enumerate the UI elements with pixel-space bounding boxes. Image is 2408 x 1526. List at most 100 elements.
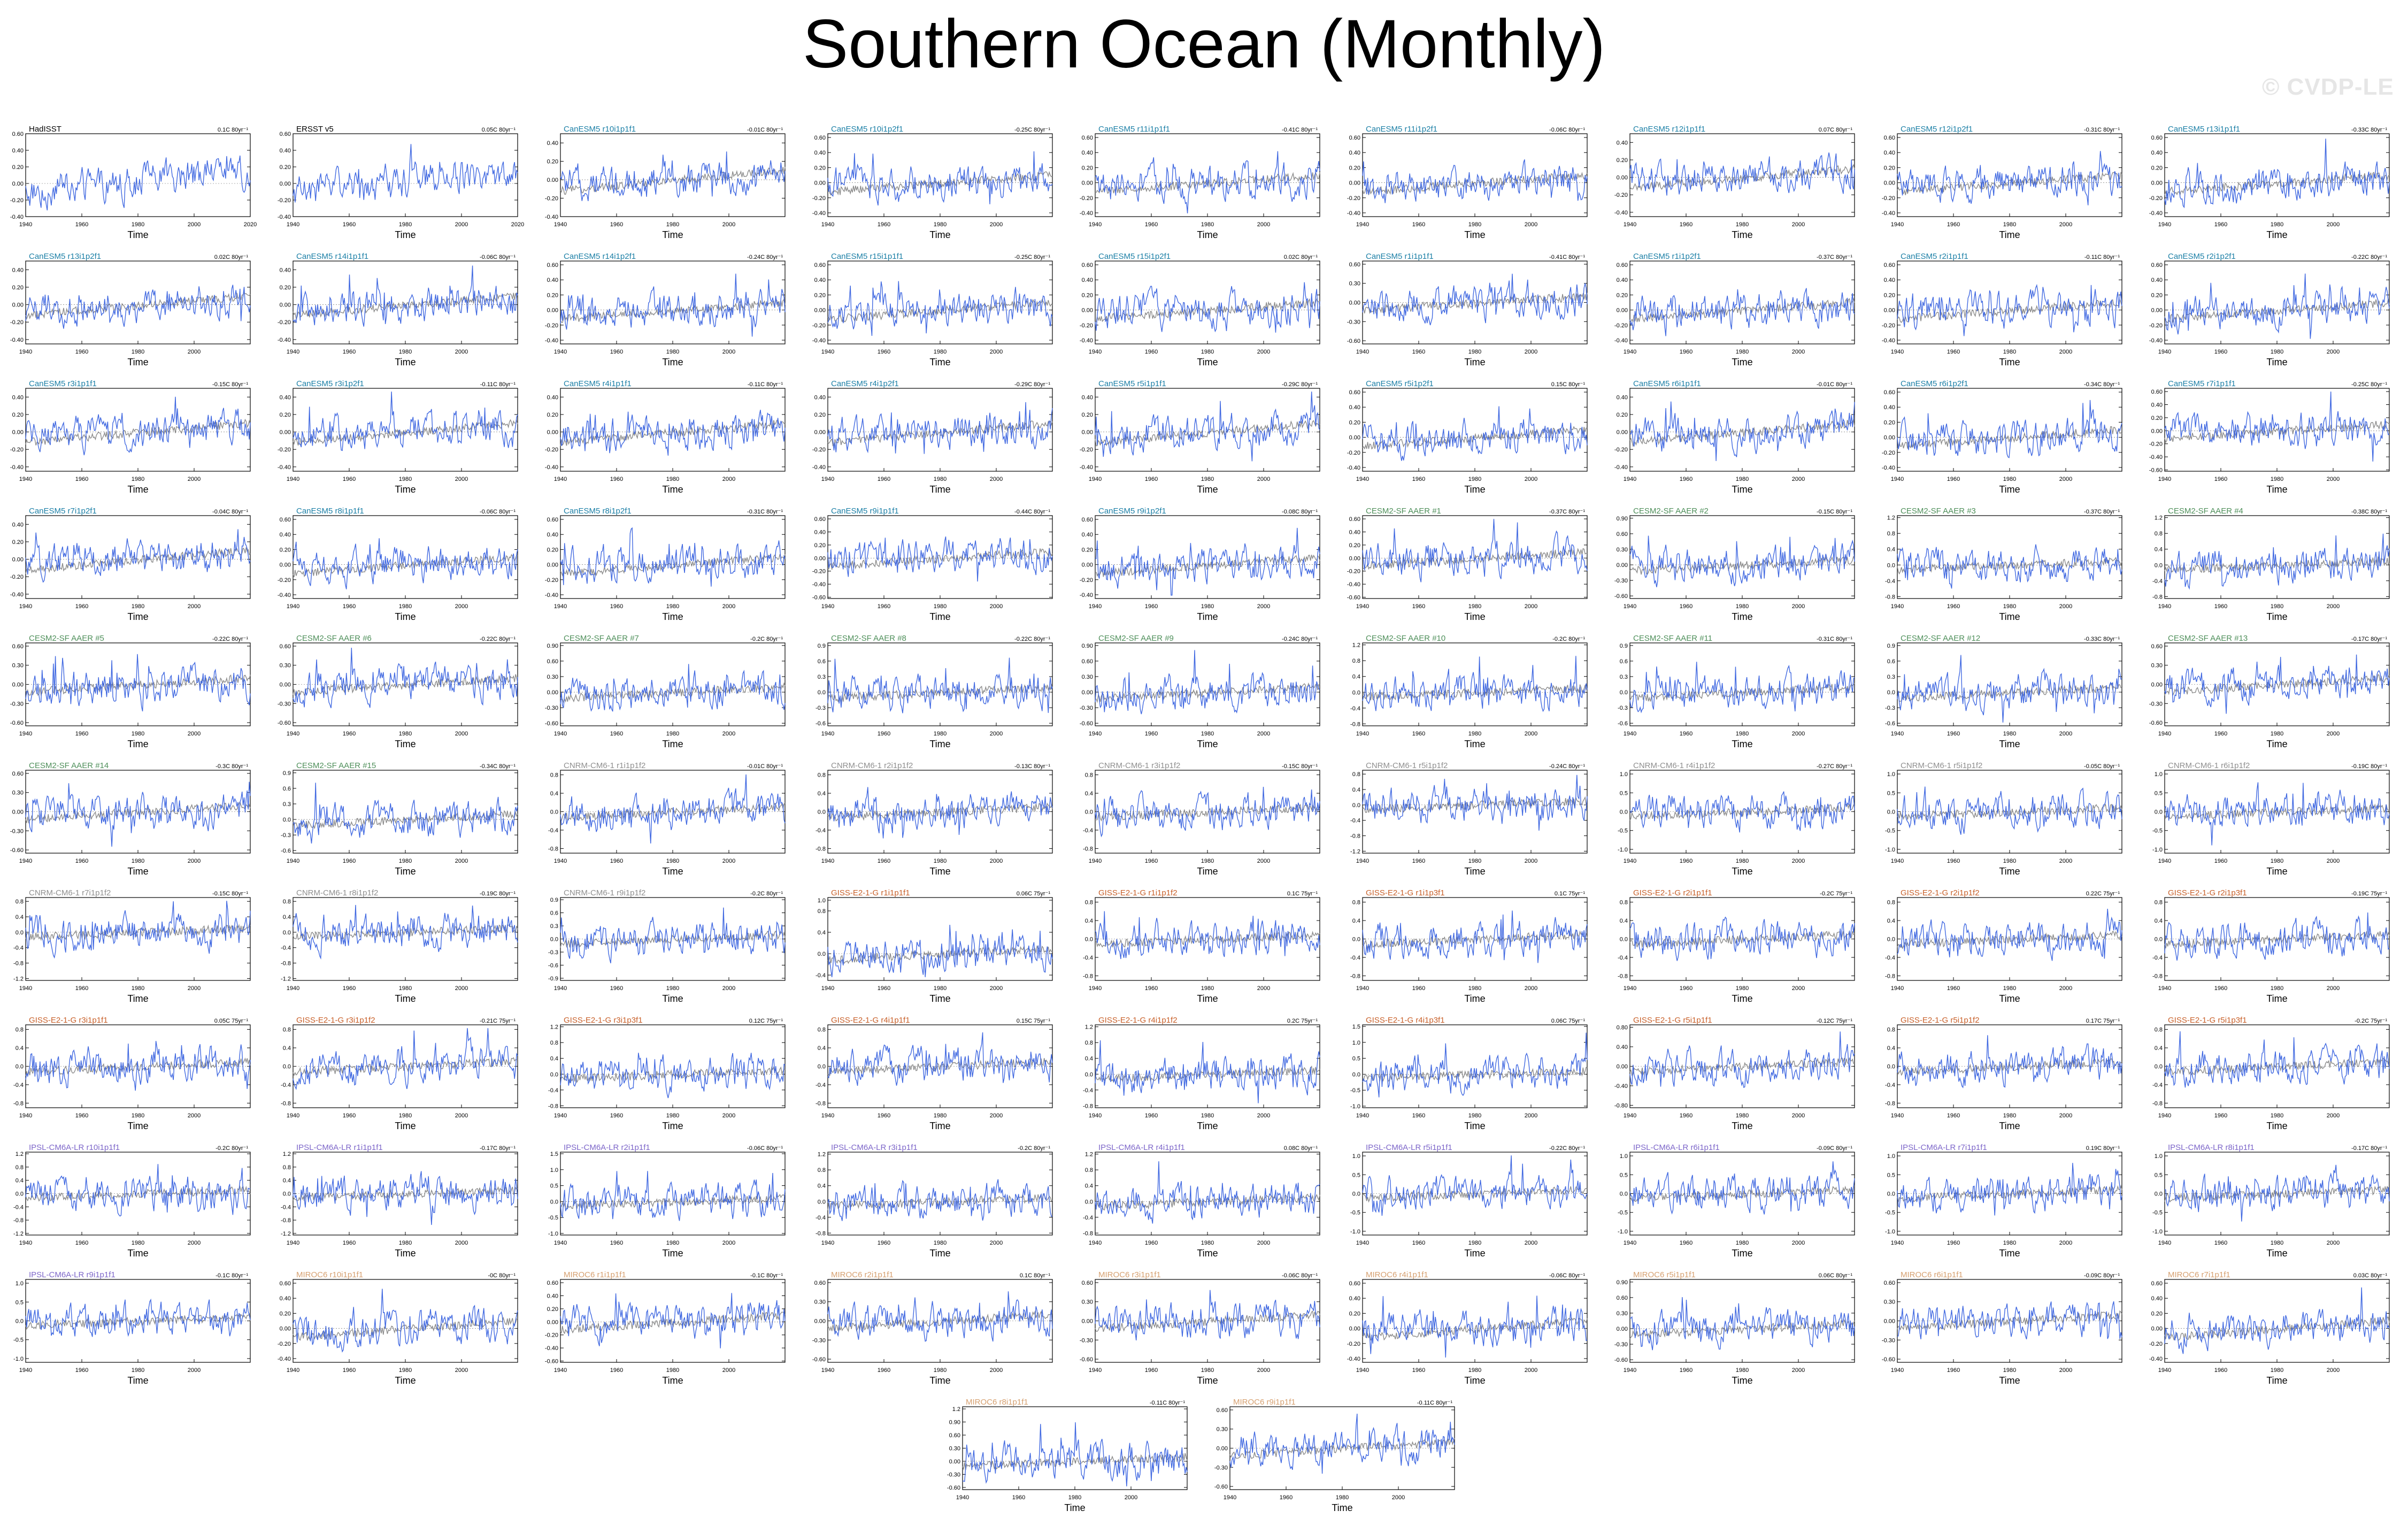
panel-trend: -0.2C 80yr⁻¹ xyxy=(216,1145,248,1152)
y-tick-label: 0.60 xyxy=(2151,1280,2163,1287)
y-tick-label: 0.20 xyxy=(1349,1310,1360,1317)
y-tick-label: 0.4 xyxy=(2155,918,2163,924)
y-tick-label: 0.00 xyxy=(1349,555,1360,562)
panel-chart: CNRM-CM6-1 r3i1p1f2 -0.15C 80yr⁻¹ 0.8 0.4 0.… xyxy=(1083,761,1320,877)
y-tick-label: 0.60 xyxy=(1082,517,1093,523)
series-line xyxy=(1095,392,1320,462)
x-tick-label: 2000 xyxy=(1792,349,1805,355)
y-tick-label: 1.0 xyxy=(1620,771,1628,778)
panel-chart: CanESM5 r14i1p2f1 -0.24C 80yr⁻¹ 0.60 0.40 0.… xyxy=(545,252,786,367)
y-tick-label: 0.30 xyxy=(2151,663,2163,669)
panel-chart: CanESM5 r11i1p2f1 -0.06C 80yr⁻¹ 0.60 0.40 0.… xyxy=(1347,125,1588,240)
y-tick-label: -0.4 xyxy=(1083,1087,1093,1094)
plot-frame xyxy=(1629,642,1855,726)
y-tick-label: -0.4 xyxy=(1083,1215,1093,1221)
y-tick-label: 0.30 xyxy=(12,790,24,796)
x-tick-label: 1980 xyxy=(132,349,144,355)
y-tick-label: 0.20 xyxy=(547,412,558,418)
y-tick-label: -0.40 xyxy=(2149,210,2163,217)
watermark: © CVDP-LE xyxy=(2262,74,2394,100)
y-tick-label: 0.8 xyxy=(283,899,291,905)
x-tick-label: 1980 xyxy=(934,1240,947,1246)
x-tick-label: 1960 xyxy=(1680,985,1692,992)
y-tick-label: -0.4 xyxy=(1618,955,1628,961)
y-tick-label: -0.8 xyxy=(1885,594,1895,600)
y-tick-label: -1.0 xyxy=(1350,1229,1360,1235)
panel-chart: IPSL-CM6A-LR r10i1p1f1 -0.2C 80yr⁻¹ 1.2 0.8… xyxy=(13,1143,251,1259)
x-tick-label: 1960 xyxy=(75,221,88,228)
y-tick-label: 0.60 xyxy=(12,643,24,650)
x-tick-label: 1980 xyxy=(1468,603,1481,610)
x-tick-label: 1980 xyxy=(2271,1240,2283,1246)
y-tick-label: 0.4 xyxy=(1887,918,1895,924)
series-line xyxy=(1362,774,1588,831)
x-tick-label: 1960 xyxy=(343,1367,356,1374)
x-tick-label: 1960 xyxy=(878,731,890,737)
panel-chart: MIROC6 r9i1p1f1 -0.11C 80yr⁻¹ 0.60 0.30 0.00… xyxy=(1214,1398,1455,1513)
y-tick-label: 0.00 xyxy=(814,308,826,314)
x-tick-label: 2000 xyxy=(990,349,1003,355)
panel-chart: CanESM5 r3i1p2f1 -0.11C 80yr⁻¹ 0.40 0.20 0.0… xyxy=(278,379,518,495)
y-tick-label: 0.00 xyxy=(1082,1318,1093,1325)
y-tick-label: 0.60 xyxy=(12,771,24,777)
x-axis-label: Time xyxy=(1732,1375,1752,1386)
plot-frame xyxy=(827,1152,1053,1236)
y-tick-label: 0.6 xyxy=(550,910,558,917)
y-tick-label: 0.60 xyxy=(1884,135,1895,141)
observations-line xyxy=(1629,1185,1855,1203)
panel-title: CanESM5 r2i1p1f1 xyxy=(1901,252,1968,261)
x-axis-label: Time xyxy=(1999,1375,2020,1386)
y-tick-label: -1.0 xyxy=(1885,847,1895,853)
x-axis-label: Time xyxy=(2266,357,2287,367)
panel-chart: GISS-E2-1-G r2i1p3f1 -0.19C 75yr⁻¹ 0.8 0.4 0… xyxy=(2152,888,2390,1004)
y-tick-label: 0.0 xyxy=(550,1199,558,1205)
y-tick-label: 0.0 xyxy=(550,937,558,943)
x-tick-label: 2000 xyxy=(722,985,735,992)
y-tick-label: -0.4 xyxy=(816,972,826,979)
y-tick-label: -0.30 xyxy=(947,1471,960,1478)
panel-trend: -0.22C 80yr⁻¹ xyxy=(1549,1145,1585,1152)
y-tick-label: 0.40 xyxy=(814,530,826,536)
y-tick-label: 0.0 xyxy=(2155,1191,2163,1198)
y-tick-label: -0.3 xyxy=(548,949,558,956)
y-tick-label: 0.00 xyxy=(1082,430,1093,436)
x-axis-label: Time xyxy=(395,993,416,1004)
x-tick-label: 1980 xyxy=(666,1240,679,1246)
y-tick-label: 0.5 xyxy=(2155,790,2163,796)
panel-chart: CanESM5 r8i1p1f1 -0.06C 80yr⁻¹ 0.60 0.40 0.2… xyxy=(278,507,518,622)
x-tick-label: 2000 xyxy=(1257,985,1270,992)
x-tick-label: 1960 xyxy=(1412,603,1425,610)
y-tick-label: 0.0 xyxy=(1085,937,1093,943)
y-tick-label: 0.0 xyxy=(818,689,826,696)
y-tick-label: -0.8 xyxy=(1083,1103,1093,1109)
panel-trend: -0.15C 80yr⁻¹ xyxy=(1282,763,1318,770)
x-tick-label: 1980 xyxy=(2271,349,2283,355)
x-tick-label: 1940 xyxy=(821,476,834,482)
x-tick-label: 1940 xyxy=(554,476,567,482)
panel-trend: -0.22C 80yr⁻¹ xyxy=(480,636,516,642)
x-tick-label: 1980 xyxy=(1736,1113,1749,1119)
x-axis-label: Time xyxy=(2266,1375,2287,1386)
series-line xyxy=(1362,1295,1588,1358)
panel-chart: CNRM-CM6-1 r5i1p1f2 -0.24C 80yr⁻¹ 0.8 0.4 0.… xyxy=(1350,761,1588,877)
panel-title: GISS-E2-1-G r4i1p1f2 xyxy=(1098,1016,1178,1025)
x-tick-label: 1980 xyxy=(1468,1240,1481,1246)
series-line xyxy=(293,904,518,960)
x-axis-label: Time xyxy=(127,484,148,495)
x-tick-label: 1980 xyxy=(1468,731,1481,737)
x-tick-label: 2000 xyxy=(188,731,201,737)
y-tick-label: -0.40 xyxy=(1080,210,1093,217)
panel-chart: CanESM5 r13i1p1f1 -0.33C 80yr⁻¹ 0.60 0.40 0.… xyxy=(2149,125,2390,240)
x-axis-label: Time xyxy=(1464,1248,1485,1259)
panel-chart: GISS-E2-1-G r5i1p3f1 -0.2C 75yr⁻¹ 0.8 0.4 0.… xyxy=(2152,1016,2390,1131)
y-tick-label: -0.20 xyxy=(278,447,291,453)
y-tick-label: 0.8 xyxy=(283,1027,291,1033)
panel-title: CanESM5 r15i1p1f1 xyxy=(831,252,903,261)
y-tick-label: -0.30 xyxy=(1347,319,1360,325)
panel-trend: -0.01C 80yr⁻¹ xyxy=(747,763,783,770)
y-tick-label: 0.40 xyxy=(1884,404,1895,411)
panel-title: CNRM-CM6-1 r9i1p1f2 xyxy=(564,888,645,898)
observations-line xyxy=(1095,931,1320,948)
x-tick-label: 1940 xyxy=(287,476,299,482)
series-line xyxy=(1629,535,1855,587)
